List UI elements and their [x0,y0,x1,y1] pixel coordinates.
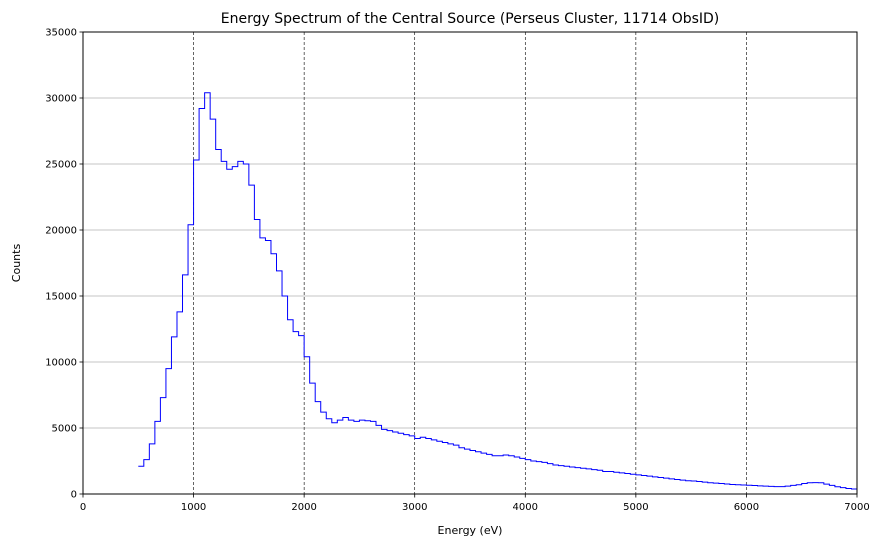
y-axis-label: Counts [10,244,23,283]
x-tick-label: 3000 [402,502,427,513]
x-tick-label: 6000 [734,502,759,513]
y-tick-label: 15000 [45,292,77,303]
x-tick-label: 5000 [623,502,648,513]
y-tick-label: 20000 [45,226,77,237]
x-tick-label: 0 [80,502,86,513]
y-tick-label: 0 [71,490,77,501]
counts-step-line [138,92,857,490]
x-axis-ticks: 0 1000 2000 3000 4000 5000 6000 7000 [80,494,870,513]
y-axis-ticks: 0 5000 10000 15000 20000 25000 30000 35000 [45,28,83,501]
plot-frame [82,31,858,495]
grid [83,31,857,494]
y-tick-label: 5000 [52,424,77,435]
x-tick-label: 7000 [844,502,869,513]
y-tick-label: 25000 [45,160,77,171]
y-tick-label: 30000 [45,94,77,105]
y-tick-label: 10000 [45,358,77,369]
chart-title: Energy Spectrum of the Central Source (P… [221,11,720,27]
x-tick-label: 4000 [513,502,538,513]
series-layer [138,92,857,490]
x-tick-label: 2000 [291,502,316,513]
x-tick-label: 1000 [181,502,206,513]
y-tick-label: 35000 [45,28,77,39]
x-axis-label: Energy (eV) [438,524,503,537]
